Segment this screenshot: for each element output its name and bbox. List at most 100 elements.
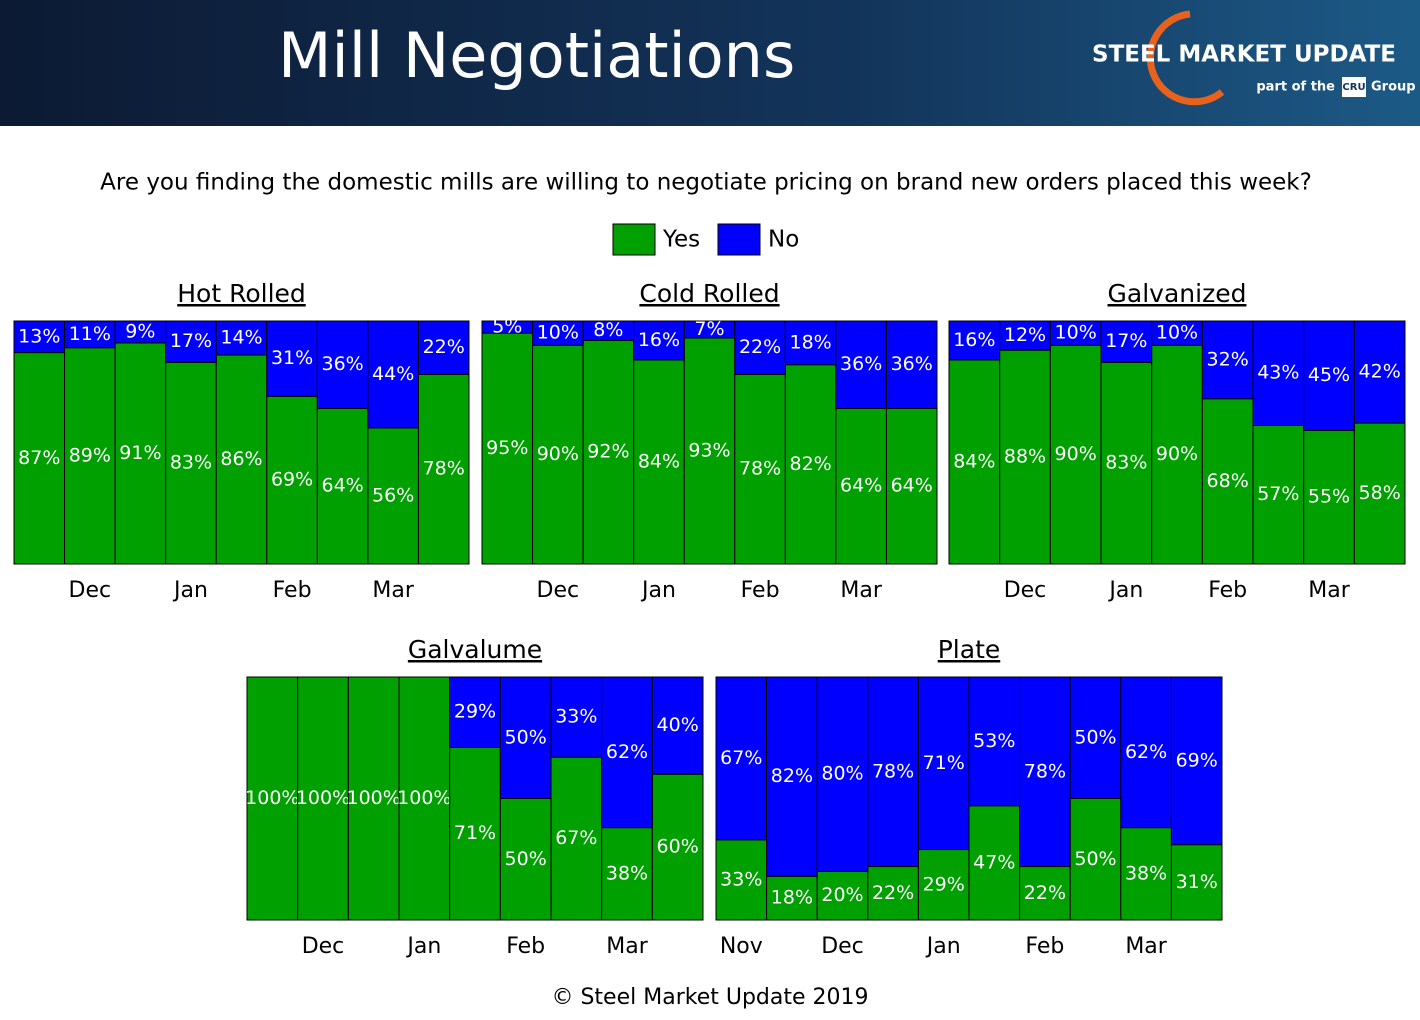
bar-segment xyxy=(968,805,1021,921)
bar-segment xyxy=(1170,844,1223,921)
data-label: 16% xyxy=(638,329,680,351)
bar-segment xyxy=(1353,422,1406,565)
data-label: 78% xyxy=(423,458,465,480)
data-label: 83% xyxy=(170,452,212,474)
data-label: 9% xyxy=(125,320,155,342)
x-tick-label: Mar xyxy=(840,578,882,603)
data-label: 22% xyxy=(739,336,781,358)
data-label: 50% xyxy=(505,848,547,870)
bar-segment xyxy=(165,320,217,363)
bar-segment xyxy=(417,320,470,375)
data-label: 93% xyxy=(688,440,730,462)
bar-segment xyxy=(734,320,786,375)
data-label: 22% xyxy=(423,336,465,358)
data-label: 62% xyxy=(606,741,648,763)
logo-arc xyxy=(1146,10,1225,106)
data-label: 12% xyxy=(1004,324,1046,346)
x-tick-label: Dec xyxy=(537,578,580,603)
bar-segment xyxy=(550,756,603,921)
bar-segment xyxy=(917,849,970,921)
data-label: 64% xyxy=(840,475,882,497)
data-label: 36% xyxy=(891,353,933,375)
x-tick-label: Mar xyxy=(1125,934,1167,959)
bar-segment xyxy=(347,676,400,921)
data-label: 78% xyxy=(739,458,781,480)
bar-segment xyxy=(449,746,501,921)
bar-segment xyxy=(1049,320,1102,346)
data-label: 64% xyxy=(891,475,933,497)
bar-segment xyxy=(165,361,217,565)
data-label: 50% xyxy=(1074,848,1116,870)
data-label: 31% xyxy=(1176,871,1218,893)
data-label: 16% xyxy=(953,329,995,351)
bar-segment xyxy=(948,320,1001,361)
data-label: 69% xyxy=(271,469,313,491)
x-tick-label: Jan xyxy=(1107,578,1143,603)
bar-segment xyxy=(1069,798,1122,921)
data-label: 56% xyxy=(372,484,414,506)
bar-segment xyxy=(968,676,1021,807)
data-label: 36% xyxy=(321,353,363,375)
logo-tagline-end: Group xyxy=(1371,80,1416,95)
bar-segment xyxy=(64,320,116,349)
data-label: 44% xyxy=(372,363,414,385)
chart-title: Hot Rolled xyxy=(177,279,306,308)
data-label: 84% xyxy=(953,450,995,472)
bar-segment xyxy=(835,407,887,565)
bar-segment xyxy=(885,407,938,565)
data-label: 90% xyxy=(1055,443,1097,465)
legend-label: Yes xyxy=(662,227,700,253)
x-tick-label: Jan xyxy=(925,934,961,959)
data-label: 87% xyxy=(18,447,60,469)
data-label: 53% xyxy=(973,730,1015,752)
data-label: 8% xyxy=(593,319,623,341)
bar-segment xyxy=(316,320,369,409)
data-label: 100% xyxy=(397,787,451,809)
bar-segment xyxy=(734,373,786,565)
data-label: 67% xyxy=(720,747,762,769)
bar-segment xyxy=(532,320,584,346)
bar-segment xyxy=(266,395,318,565)
bar-segment xyxy=(835,320,887,409)
data-label: 50% xyxy=(505,726,547,748)
data-label: 50% xyxy=(1074,726,1116,748)
bar-segment xyxy=(1252,320,1305,426)
data-label: 68% xyxy=(1207,470,1249,492)
data-label: 17% xyxy=(170,330,212,352)
data-label: 90% xyxy=(1156,443,1198,465)
logo-tagline: part of the xyxy=(1256,80,1335,95)
bar-segment xyxy=(499,676,552,799)
x-tick-label: Jan xyxy=(172,578,208,603)
bar-segment xyxy=(13,320,66,354)
x-tick-label: Dec xyxy=(821,934,864,959)
bar-segment xyxy=(367,320,419,429)
data-label: 33% xyxy=(555,706,597,728)
data-label: 78% xyxy=(1024,760,1066,782)
bar-segment xyxy=(784,320,837,366)
data-label: 40% xyxy=(657,714,699,736)
data-label: 62% xyxy=(1125,741,1167,763)
chart-title: Cold Rolled xyxy=(639,279,779,308)
x-tick-label: Mar xyxy=(372,578,414,603)
logo-brand: STEEL MARKET UPDATE xyxy=(1092,42,1396,68)
data-label: 84% xyxy=(638,450,680,472)
data-label: 60% xyxy=(657,836,699,858)
data-label: 88% xyxy=(1004,446,1046,468)
chart-title: Galvanized xyxy=(1108,279,1247,308)
data-label: 55% xyxy=(1308,486,1350,508)
bar-segment xyxy=(481,332,534,565)
chart-title: Plate xyxy=(938,635,1001,664)
bar-segment xyxy=(1303,320,1355,431)
data-label: 43% xyxy=(1257,362,1299,384)
x-tick-label: Dec xyxy=(1004,578,1047,603)
bar-segment xyxy=(114,342,167,565)
bar-segment xyxy=(1100,361,1153,565)
bar-segment xyxy=(948,359,1001,565)
data-label: 38% xyxy=(1125,862,1167,884)
x-tick-label: Feb xyxy=(741,578,780,603)
bar-segment xyxy=(633,359,685,565)
data-label: 86% xyxy=(220,448,262,470)
data-label: 10% xyxy=(1055,322,1097,344)
data-label: 69% xyxy=(1176,749,1218,771)
